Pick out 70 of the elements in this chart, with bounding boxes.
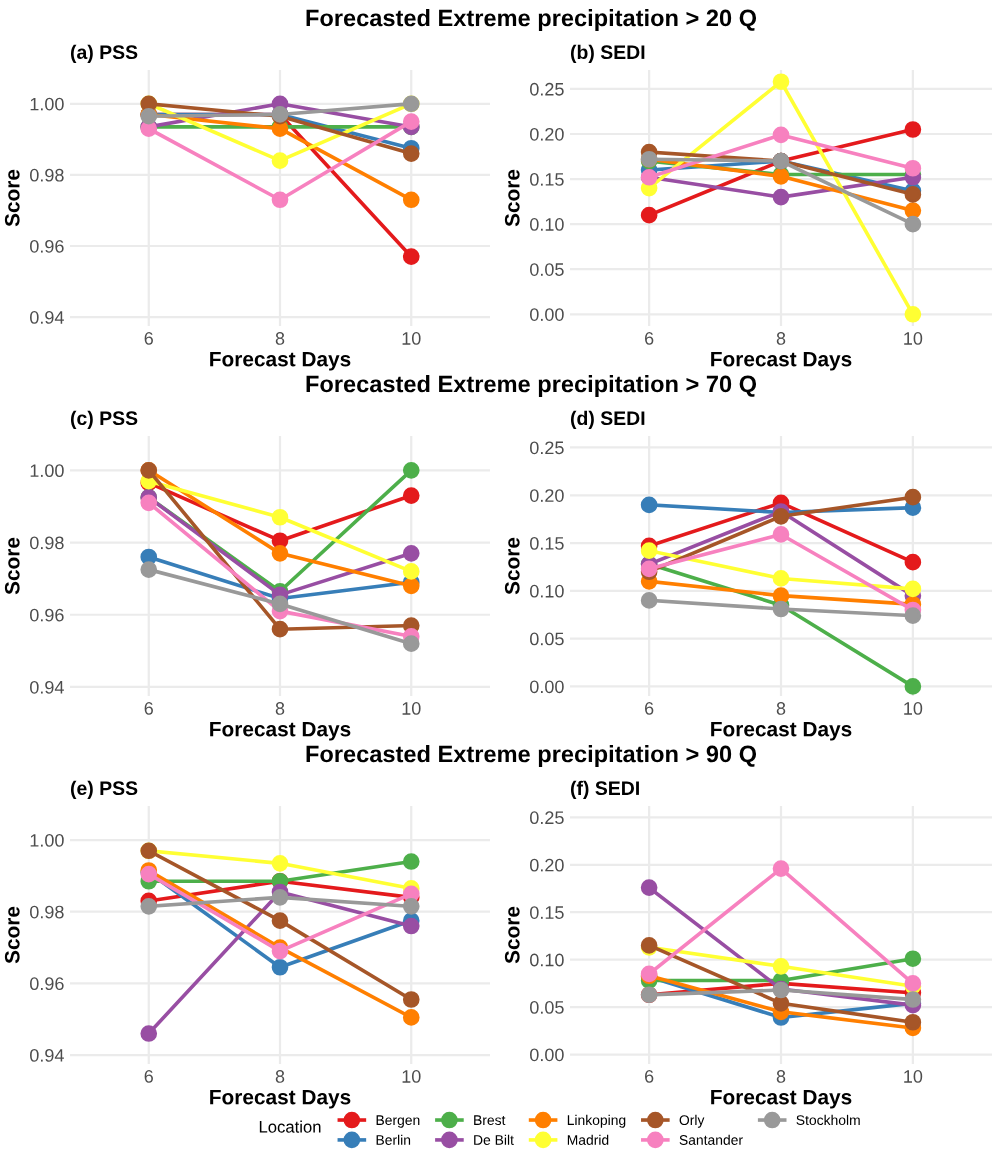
y-tick-label: 0.05 bbox=[530, 1001, 564, 1014]
x-tick-label: 8 bbox=[275, 1070, 285, 1083]
y-tick-label: 0.05 bbox=[530, 263, 564, 276]
y-tick-label: 0.20 bbox=[530, 127, 564, 141]
x-tick-label: 6 bbox=[645, 332, 654, 345]
y-tick-label: 0.98 bbox=[30, 536, 64, 550]
y-tick-label: 0.15 bbox=[530, 173, 564, 186]
y-tick-label: 0.96 bbox=[30, 608, 64, 622]
chart-subtitle: (d) SEDI bbox=[570, 410, 645, 429]
x-tick-label: 8 bbox=[275, 702, 285, 715]
y-tick-label: 0.20 bbox=[530, 489, 564, 502]
y-tick-label: 0.20 bbox=[530, 858, 564, 872]
y-axis-title: Score bbox=[4, 537, 20, 595]
y-tick-label: 0.98 bbox=[30, 905, 64, 919]
y-tick-label: 0.94 bbox=[30, 1048, 64, 1062]
x-tick-label: 10 bbox=[904, 332, 923, 345]
y-tick-label: 0.25 bbox=[530, 811, 564, 825]
y-tick-label: 0.00 bbox=[530, 680, 564, 694]
x-tick-label: 6 bbox=[144, 332, 153, 345]
x-tick-label: 8 bbox=[275, 332, 285, 345]
y-tick-label: 0.15 bbox=[530, 906, 564, 919]
y-tick-label: 0.25 bbox=[530, 82, 564, 96]
x-tick-label: 10 bbox=[904, 1070, 923, 1083]
x-tick-label: 6 bbox=[144, 702, 153, 715]
chart-subtitle: (e) PSS bbox=[70, 780, 138, 799]
x-axis-title: Forecast Days bbox=[711, 351, 852, 371]
x-axis-title: Forecast Days bbox=[711, 721, 852, 741]
x-tick-label: 10 bbox=[904, 702, 923, 715]
x-tick-label: 6 bbox=[144, 1070, 153, 1083]
chart-title: Forecasted Extreme precipitation > 70 Q bbox=[306, 374, 757, 398]
x-tick-label: 8 bbox=[776, 332, 786, 345]
chart-subtitle: (b) SEDI bbox=[570, 44, 645, 63]
y-tick-label: 0.15 bbox=[530, 536, 564, 550]
x-tick-label: 6 bbox=[645, 1070, 654, 1083]
y-tick-label: 0.96 bbox=[30, 977, 64, 991]
y-tick-label: 0.25 bbox=[530, 441, 564, 455]
x-tick-label: 10 bbox=[402, 332, 421, 345]
x-tick-label: 10 bbox=[402, 702, 421, 715]
chart-title: Forecasted Extreme precipitation > 90 Q bbox=[306, 744, 757, 768]
legend-title: Location bbox=[259, 1120, 321, 1133]
y-tick-label: 0.10 bbox=[530, 953, 564, 967]
y-tick-label: 0.98 bbox=[30, 168, 64, 182]
y-tick-label: 1.00 bbox=[30, 833, 64, 847]
y-tick-label: 0.00 bbox=[530, 308, 564, 321]
chart-subtitle: (f) SEDI bbox=[570, 780, 639, 799]
chart-subtitle: (c) PSS bbox=[70, 410, 138, 429]
y-tick-label: 0.96 bbox=[30, 239, 64, 253]
y-tick-label: 1.00 bbox=[30, 97, 64, 111]
y-tick-label: 0.10 bbox=[530, 218, 564, 231]
y-tick-label: 0.10 bbox=[530, 584, 564, 598]
x-axis-title: Forecast Days bbox=[210, 721, 351, 741]
y-tick-label: 0.00 bbox=[530, 1048, 564, 1062]
y-axis-title: Score bbox=[504, 537, 520, 595]
x-tick-label: 10 bbox=[402, 1070, 421, 1083]
x-tick-label: 6 bbox=[645, 702, 654, 715]
x-axis-title: Forecast Days bbox=[711, 1089, 852, 1109]
x-axis-title: Forecast Days bbox=[210, 1089, 351, 1109]
chart-title: Forecasted Extreme precipitation > 20 Q bbox=[306, 9, 757, 31]
y-tick-label: 1.00 bbox=[30, 464, 64, 478]
y-tick-label: 0.05 bbox=[530, 632, 564, 646]
chart-subtitle: (a) PSS bbox=[70, 44, 138, 63]
y-axis-title: Score bbox=[504, 906, 520, 964]
x-tick-label: 8 bbox=[776, 702, 786, 715]
y-axis-title: Score bbox=[4, 906, 20, 964]
x-tick-label: 8 bbox=[776, 1070, 786, 1083]
y-tick-label: 0.94 bbox=[30, 311, 64, 324]
y-axis-title: Score bbox=[4, 169, 20, 227]
y-axis-title: Score bbox=[504, 169, 520, 227]
y-tick-label: 0.94 bbox=[30, 680, 64, 694]
x-axis-title: Forecast Days bbox=[210, 351, 351, 371]
